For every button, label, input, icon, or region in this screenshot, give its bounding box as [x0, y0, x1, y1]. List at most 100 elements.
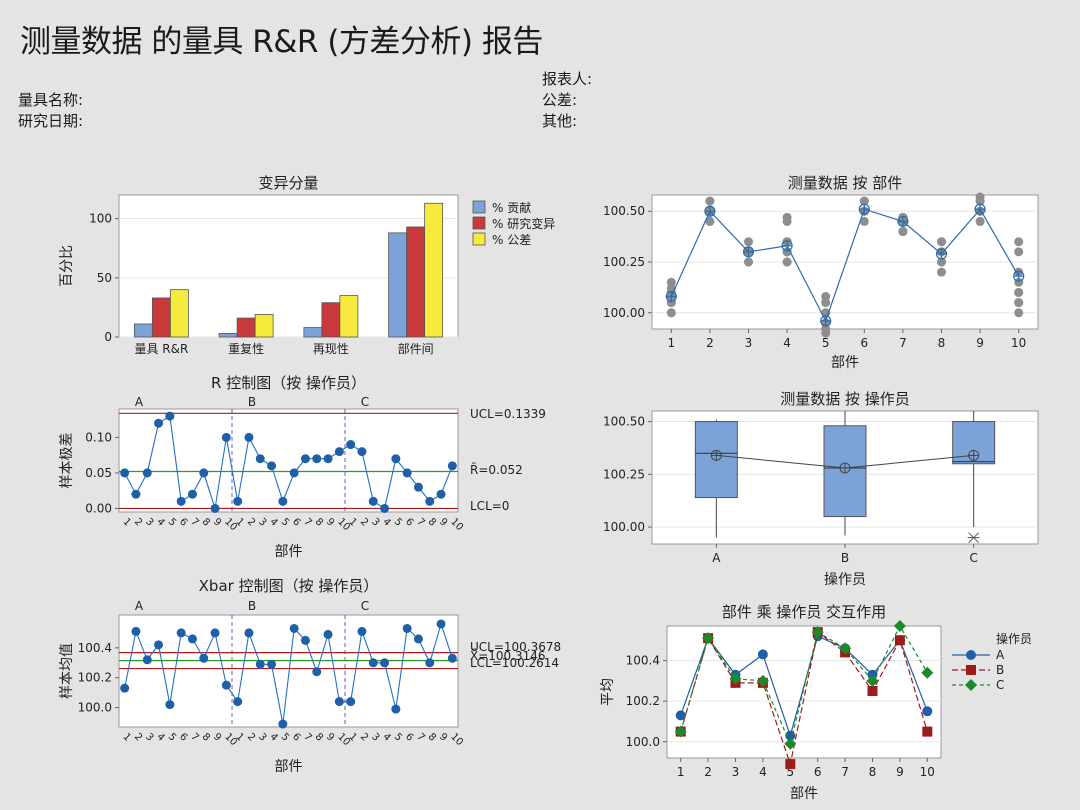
x-tick-label: 3: [369, 516, 381, 528]
data-point: [436, 619, 446, 629]
x-tick-label: 2: [132, 731, 144, 743]
by-part-title: 测量数据 按 部件: [788, 174, 903, 192]
operator-group-label: B: [248, 599, 256, 613]
interaction-plot-area: [666, 625, 942, 759]
data-point: [255, 659, 265, 669]
components-bar: [169, 289, 189, 338]
x-tick-label: 6: [177, 731, 189, 743]
page-title: 测量数据 的量具 R&R (方差分析) 报告: [20, 24, 543, 60]
y-tick-label: 0: [104, 330, 112, 344]
y-tick-label: 100.0: [78, 701, 112, 715]
x-tick-label: 3: [732, 765, 740, 779]
x-tick-label: 7: [188, 516, 200, 528]
y-tick-label: 100.00: [603, 520, 645, 534]
data-point: [784, 737, 797, 750]
lcl-label: LCL=100.2614: [470, 656, 559, 670]
x-tick-label: C: [969, 551, 977, 565]
data-point: [142, 655, 152, 665]
x-tick-label: 1: [121, 731, 133, 743]
x-tick-label: 4: [380, 731, 392, 743]
x-tick-label: 3: [256, 516, 268, 528]
data-point: [756, 674, 769, 687]
operator-group-label: A: [135, 599, 144, 613]
y-axis-label: 百分比: [59, 245, 75, 287]
data-point: [312, 454, 322, 464]
legend-swatch: [472, 216, 486, 230]
mean-marker-cross: [968, 450, 979, 461]
data-point: [937, 237, 946, 247]
ucl-label: UCL=100.3678: [470, 640, 561, 654]
components-bar: [321, 302, 341, 338]
report-info-right: 报表人: 公差: 其他:: [542, 69, 592, 132]
y-tick-label: 100.4: [78, 641, 112, 655]
data-point: [391, 704, 401, 714]
x-tick-label: 1: [667, 336, 675, 350]
r_chart-plot-area: [118, 408, 459, 513]
outlier-marker: [967, 532, 980, 544]
data-point: [131, 489, 141, 499]
y-tick-label: 0.10: [85, 430, 112, 444]
mean-marker-cross: [666, 291, 677, 302]
data-point: [368, 496, 378, 506]
x-tick-label: 6: [290, 516, 302, 528]
components-bar: [388, 232, 408, 338]
x-tick-label: 重复性: [228, 342, 264, 356]
x-tick-label: 4: [380, 516, 392, 528]
components-bar: [236, 317, 256, 338]
legend-label: A: [996, 648, 1005, 662]
data-point: [300, 454, 310, 464]
data-point: [323, 629, 333, 639]
x-tick-label: 量具 R&R: [134, 342, 188, 356]
x-tick-label: 7: [414, 731, 426, 743]
components-bar: [218, 333, 238, 338]
y-axis-label: 平均: [600, 678, 616, 706]
mean-marker-cross: [743, 246, 754, 257]
data-point: [757, 649, 768, 660]
mean-marker-cross: [704, 206, 715, 217]
x-tick-label: 8: [313, 516, 325, 528]
series-line: [680, 624, 928, 746]
data-point: [782, 257, 792, 267]
y-tick-label: 100.50: [603, 204, 645, 218]
data-point: [867, 685, 878, 696]
data-point: [413, 482, 423, 492]
x-tick-label: 4: [783, 336, 791, 350]
data-point: [312, 667, 322, 677]
legend-label: % 研究变异: [492, 216, 555, 231]
data-point: [154, 640, 164, 650]
legend-label: C: [996, 678, 1004, 692]
x-tick-label: 4: [759, 765, 767, 779]
x-tick-label: 8: [426, 516, 438, 528]
data-point: [839, 642, 852, 655]
center-label: R̄=0.052: [470, 463, 523, 477]
data-point: [210, 628, 220, 638]
data-point: [380, 658, 390, 668]
y-tick-label: 100: [89, 212, 112, 226]
y-tick-label: 100.2: [78, 671, 112, 685]
data-point: [244, 628, 254, 638]
mean-line: [670, 208, 1020, 323]
legend-label: B: [996, 663, 1004, 677]
study-date-label: 研究日期:: [18, 112, 84, 130]
mean-marker-cross: [897, 216, 908, 227]
x-tick-label: 9: [976, 336, 984, 350]
data-point: [705, 196, 715, 206]
x-tick-label: 3: [143, 731, 155, 743]
operator-group-label: B: [248, 395, 256, 409]
data-point: [782, 212, 792, 222]
legend-swatch: [472, 232, 486, 246]
data-point: [176, 628, 186, 638]
data-point: [859, 216, 869, 226]
x-tick-label: 10: [448, 731, 465, 748]
x-tick-label: 5: [279, 731, 291, 743]
x-tick-label: 9: [211, 731, 223, 743]
data-point: [334, 697, 344, 707]
data-point: [937, 257, 946, 267]
data-point: [922, 706, 933, 717]
data-point: [1014, 247, 1024, 257]
operator-group-label: A: [135, 395, 144, 409]
x-tick-label: 8: [938, 336, 946, 350]
x-tick-label: 9: [896, 765, 904, 779]
data-point: [1014, 308, 1024, 318]
gauge-name-label: 量具名称:: [18, 91, 84, 109]
